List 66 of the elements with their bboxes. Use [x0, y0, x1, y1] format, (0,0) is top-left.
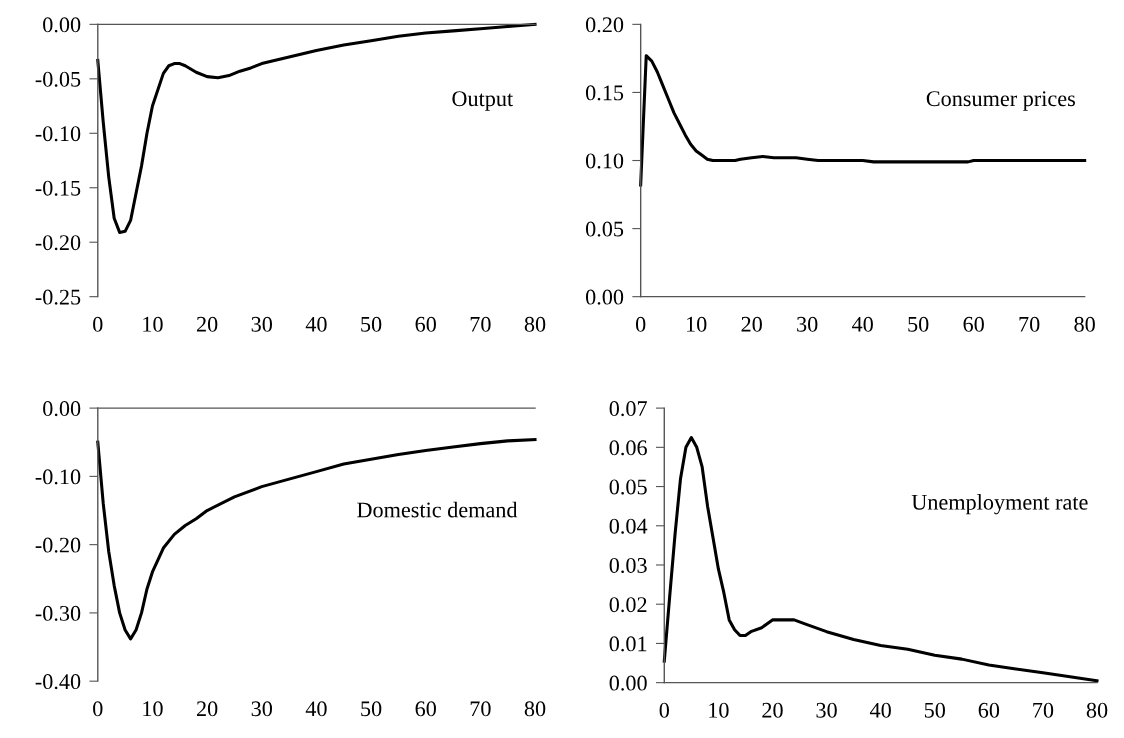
annotation: Consumer prices — [926, 91, 1075, 111]
y-tick-label: 0.03 — [609, 557, 647, 574]
x-tick-label: 20 — [196, 701, 218, 717]
line-series — [639, 54, 1087, 187]
y-tick-label: 0.07 — [609, 401, 647, 417]
x-tick-label: 50 — [924, 702, 946, 718]
y-tick-label: 0.00 — [609, 675, 647, 691]
x-tick-label: 0 — [659, 702, 669, 718]
y-tick-label: 0.05 — [585, 221, 624, 237]
y-tick-label: 0.00 — [585, 289, 624, 305]
x-tick-label: 10 — [143, 701, 163, 717]
x-tick-label: 60 — [963, 316, 984, 332]
x-tick-label: 80 — [524, 701, 546, 717]
x-tick-label: 60 — [415, 701, 436, 717]
x-tick-label: 20 — [741, 316, 762, 332]
annotation: Domestic demand — [357, 501, 518, 518]
y-tick-label: -0.25 — [35, 289, 81, 305]
y-tick-label: 0.06 — [609, 440, 647, 456]
x-tick-label: 50 — [361, 701, 382, 717]
x-tick-label: 20 — [196, 316, 218, 332]
y-tick-label: 0.02 — [609, 597, 647, 613]
x-tick-label: 50 — [361, 316, 382, 332]
y-tick-label: 0.00 — [43, 401, 81, 417]
y-tick-label: -0.30 — [35, 605, 81, 621]
x-tick-label: 80 — [1074, 316, 1095, 332]
y-tick-label: 0.10 — [585, 153, 624, 169]
y-tick-label: -0.10 — [35, 126, 81, 142]
y-tick-label: 0.20 — [585, 17, 624, 33]
x-tick-label: 0 — [93, 316, 103, 332]
x-tick-label: 70 — [1019, 316, 1040, 332]
x-tick-label: 30 — [251, 701, 273, 717]
y-tick-label: 0.05 — [609, 479, 647, 495]
x-tick-label: 10 — [143, 316, 163, 332]
x-tick-label: 0 — [93, 701, 103, 717]
x-tick-label: 30 — [816, 702, 837, 718]
x-tick-label: 40 — [869, 702, 891, 718]
x-tick-label: 10 — [687, 316, 707, 332]
x-tick-label: 40 — [305, 316, 327, 332]
x-tick-label: 40 — [305, 701, 327, 717]
y-tick-label: 0.04 — [609, 518, 648, 534]
x-tick-label: 20 — [762, 702, 783, 718]
y-tick-label: -0.20 — [35, 537, 81, 553]
x-tick-label: 30 — [251, 316, 273, 332]
y-tick-label: -0.10 — [35, 469, 81, 485]
x-tick-label: 70 — [470, 701, 491, 717]
x-tick-label: 50 — [908, 316, 929, 332]
x-tick-label: 30 — [797, 316, 818, 332]
line-series — [96, 437, 537, 641]
annotation: Output — [452, 91, 514, 111]
y-tick-label: 0.00 — [43, 17, 81, 33]
x-tick-label: 40 — [851, 316, 873, 332]
y-tick-label: -0.05 — [35, 71, 81, 87]
x-tick-label: 80 — [524, 316, 546, 332]
x-tick-label: 10 — [709, 702, 729, 718]
y-tick-label: -0.40 — [35, 674, 81, 690]
x-tick-label: 80 — [1086, 702, 1108, 718]
x-tick-label: 70 — [470, 316, 491, 332]
y-tick-label: 0.01 — [609, 636, 647, 652]
y-tick-label: 0.15 — [585, 85, 624, 101]
x-tick-label: 0 — [635, 316, 646, 332]
y-tick-label: -0.20 — [35, 235, 81, 251]
x-tick-label: 70 — [1033, 702, 1054, 718]
x-tick-label: 60 — [415, 316, 436, 332]
x-tick-label: 60 — [978, 702, 1000, 718]
annotation: Unemployment rate — [911, 494, 1088, 515]
y-tick-label: -0.15 — [35, 180, 81, 196]
